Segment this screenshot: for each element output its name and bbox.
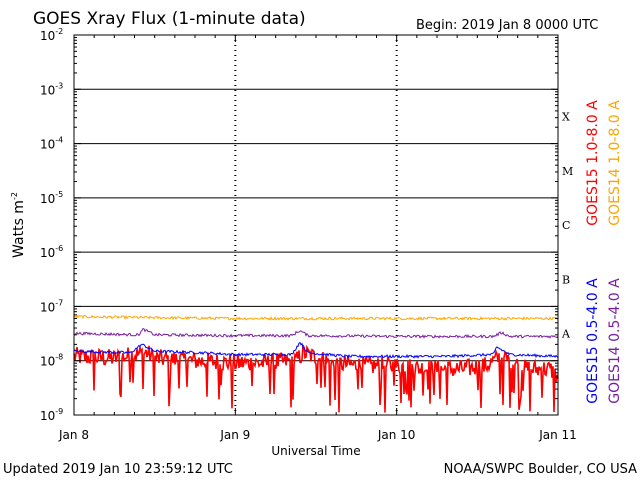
series-line bbox=[73, 328, 559, 339]
x-tick-label: Jan 10 bbox=[377, 428, 416, 442]
grid-lines bbox=[74, 35, 558, 415]
credit-label: NOAA/SWPC Boulder, CO USA bbox=[444, 462, 637, 477]
y-axis-label-exponent: -2 bbox=[10, 192, 19, 200]
legend: GOES15 1.0-8.0 A GOES14 1.0-8.0 A GOES15 0… bbox=[585, 100, 623, 404]
series-line bbox=[73, 314, 559, 321]
chart-title: GOES Xray Flux (1-minute data) bbox=[33, 9, 306, 29]
y-tick-label: 10-6 bbox=[40, 244, 63, 260]
x-axis: Jan 8 Jan 9 Jan 10 Jan 11 bbox=[58, 35, 577, 442]
updated-label: Updated 2019 Jan 10 23:59:12 UTC bbox=[3, 462, 233, 477]
y-tick-label: 10-7 bbox=[40, 298, 63, 314]
y-tick-label: 10-5 bbox=[40, 190, 63, 206]
x-axis-label: Universal Time bbox=[271, 444, 360, 458]
flare-class-label: X bbox=[562, 111, 570, 124]
data-series bbox=[73, 314, 559, 413]
legend-entry: GOES14 1.0-8.0 A bbox=[607, 100, 623, 226]
x-tick-label: Jan 8 bbox=[58, 428, 89, 442]
y-axis: 10-9 10-8 10-7 10-6 10-5 10-4 10-3 10-2 bbox=[40, 27, 558, 423]
y-tick-label: 10-2 bbox=[40, 27, 63, 43]
flare-class-label: M bbox=[562, 165, 573, 178]
x-tick-label: Jan 11 bbox=[538, 428, 577, 442]
x-tick-label: Jan 9 bbox=[219, 428, 250, 442]
flare-class-label: C bbox=[562, 219, 570, 232]
legend-entry: GOES15 0.5-4.0 A bbox=[585, 278, 601, 404]
y-axis-label-text: Watts m bbox=[11, 200, 27, 258]
flare-class-labels: A B C M X bbox=[561, 111, 573, 341]
y-axis-label: Watts m-2 bbox=[10, 192, 27, 258]
flare-class-label: A bbox=[561, 328, 571, 341]
legend-entry: GOES14 0.5-4.0 A bbox=[607, 278, 623, 404]
y-tick-label: 10-4 bbox=[40, 136, 63, 152]
legend-entry: GOES15 1.0-8.0 A bbox=[585, 100, 601, 226]
flare-class-label: B bbox=[562, 273, 570, 286]
y-tick-label: 10-8 bbox=[40, 353, 63, 369]
begin-label: Begin: 2019 Jan 8 0000 UTC bbox=[416, 18, 598, 33]
y-tick-label: 10-3 bbox=[40, 81, 63, 97]
series-line bbox=[73, 342, 559, 359]
y-tick-label: 10-9 bbox=[40, 407, 63, 423]
series-line bbox=[73, 344, 559, 413]
